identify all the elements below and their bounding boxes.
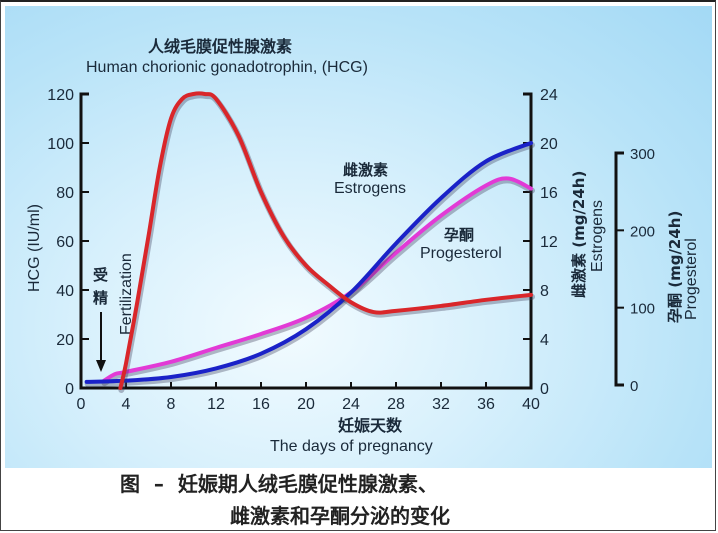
right-tick-label: 16 [540,185,558,202]
right-axis-ticks: 0 4 8 12 16 20 24 [523,87,558,398]
far-right-tick-label: 0 [630,378,638,395]
far-right-tick-label: 100 [630,301,655,318]
left-tick-label: 20 [56,332,74,349]
progesterol-label-cn: 孕酮 [444,226,474,244]
x-tick-label: 12 [207,396,225,413]
far-right-tick-label: 300 [630,146,655,163]
progesterol-label-en: Progesterol [420,245,502,262]
right-tick-label: 4 [540,332,549,349]
x-tick-label: 36 [477,396,495,413]
x-tick-label: 8 [167,396,176,413]
left-tick-label: 80 [56,185,74,202]
left-tick-label: 100 [47,136,74,153]
left-tick-label: 40 [56,283,74,300]
x-tick-label: 28 [387,396,405,413]
x-label-en: The days of pregnancy [270,438,433,455]
right-tick-label: 0 [540,381,549,398]
right-tick-label: 20 [540,136,558,153]
right-tick-label: 8 [540,283,549,300]
x-tick-label: 32 [432,396,450,413]
right-axis-label-en: Estrogens [589,200,606,272]
x-tick-label: 4 [122,396,131,413]
curves [84,91,535,393]
chart-panel [5,6,712,468]
x-tick-label: 40 [522,396,540,413]
right-axis-label-cn: 雌激素 (mg/24h) [570,171,588,298]
fertilization-cn-1: 受 [93,266,108,284]
caption-line-1: 图 – 妊娠期人绒毛膜促性腺激素、 [120,472,438,496]
series-estrogens-line [84,141,533,384]
far-right-axis-label-en: Progesterol [683,238,700,320]
left-axis-ticks: 0 20 40 60 80 100 120 [47,87,89,398]
far-right-axis-label-cn: 孕酮 (mg/24h) [666,211,684,323]
title-cn: 人绒毛膜促性腺激素 [148,37,292,56]
left-axis-label: HCG (IU/ml) [26,204,43,292]
right-tick-label: 12 [540,234,558,251]
far-right-axis [614,151,624,387]
fertilization-cn-2: 精 [93,289,108,307]
x-axis-ticks: 0 4 8 12 16 20 24 28 32 36 40 [77,382,540,413]
x-tick-label: 16 [252,396,270,413]
title-en: Human chorionic gonadotrophin, (HCG) [86,59,368,76]
series-hcg-line [118,91,533,390]
fertilization-arrow-icon [96,312,106,372]
left-tick-label: 60 [56,234,74,251]
caption-line-2: 雌激素和孕酮分泌的变化 [230,504,450,528]
fertilization-en: Fertilization [118,253,135,335]
x-tick-label: 20 [297,396,315,413]
far-right-axis-ticks: 0 100 200 300 [616,146,655,395]
x-label-cn: 妊娠天数 [338,416,403,435]
estrogen-label-en: Estrogens [334,180,406,197]
right-tick-label: 24 [540,87,558,104]
x-tick-label: 0 [77,396,86,413]
x-tick-label: 24 [342,396,360,413]
estrogen-label-cn: 雌激素 [343,161,388,179]
left-tick-label: 120 [47,87,74,104]
left-tick-label: 0 [65,381,74,398]
far-right-tick-label: 200 [630,223,655,240]
